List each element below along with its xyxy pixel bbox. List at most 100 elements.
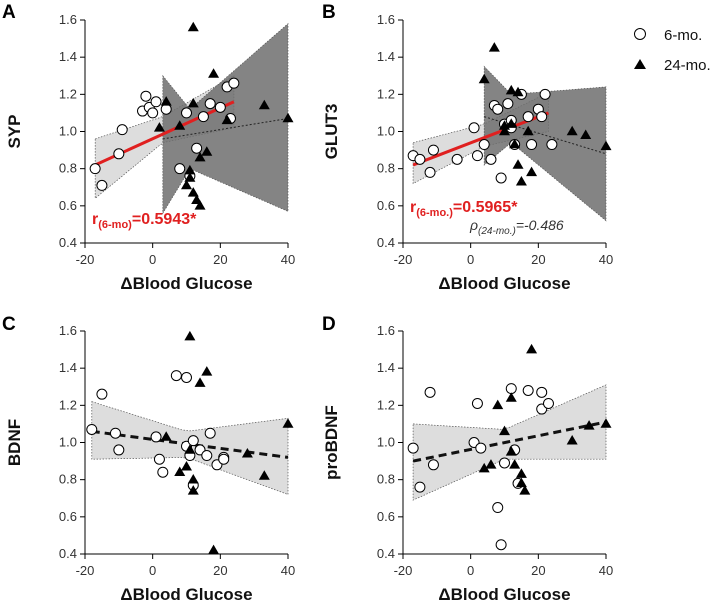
data-point-24mo bbox=[208, 544, 220, 555]
data-point-6mo bbox=[471, 397, 483, 409]
x-axis-label: ΔBlood Glucose bbox=[120, 585, 252, 604]
x-tick-label: -20 bbox=[76, 252, 95, 267]
data-point-6mo bbox=[492, 502, 504, 514]
data-point-6mo bbox=[495, 172, 507, 184]
data-point-24mo bbox=[583, 420, 595, 430]
data-point-6mo bbox=[116, 124, 128, 136]
y-tick-label: 0.8 bbox=[377, 472, 395, 487]
data-point-24mo bbox=[174, 120, 186, 130]
data-point-6mo bbox=[468, 122, 480, 134]
correlation-annotation: r(6-mo)=0.5943* bbox=[92, 211, 197, 231]
x-tick-label: 40 bbox=[281, 563, 295, 578]
fit-line-pooled bbox=[412, 420, 607, 463]
data-point-6mo bbox=[160, 103, 172, 115]
data-point-24mo bbox=[519, 485, 531, 495]
data-point-24mo bbox=[509, 459, 521, 469]
data-point-24mo bbox=[258, 99, 270, 110]
panel-A: 0.4 0.6 0.8 1.0 1.2 1.4 1.6 -20 0 20 40 SYP ΔBlood G… bbox=[2, 2, 295, 293]
data-point-24mo bbox=[184, 164, 196, 175]
data-point-24mo bbox=[522, 125, 534, 136]
data-point-24mo bbox=[488, 42, 500, 52]
legend-label-24mo: 24-mo. bbox=[664, 57, 711, 74]
data-point-6mo bbox=[427, 459, 439, 471]
data-point-24mo bbox=[153, 122, 165, 132]
data-point-6mo bbox=[536, 386, 548, 398]
y-tick-label: 0.8 bbox=[59, 472, 77, 487]
data-point-24mo bbox=[184, 330, 196, 341]
y-tick-label: 1.4 bbox=[59, 49, 77, 64]
data-point-6mo bbox=[147, 107, 159, 119]
data-point-6mo bbox=[187, 435, 199, 447]
y-tick-label: 1.6 bbox=[377, 323, 395, 338]
y-tick-label: 1.2 bbox=[59, 86, 77, 101]
data-point-24mo bbox=[505, 392, 517, 402]
y-tick-label: 0.4 bbox=[59, 235, 77, 250]
data-point-6mo bbox=[505, 383, 517, 395]
data-point-6mo bbox=[407, 442, 419, 454]
data-point-6mo bbox=[451, 153, 463, 165]
y-tick-label: 0.8 bbox=[377, 161, 395, 176]
data-point-6mo bbox=[478, 139, 490, 151]
data-point-6mo bbox=[181, 107, 192, 119]
y-tick-label: 1.4 bbox=[59, 360, 77, 375]
data-point-24mo bbox=[187, 485, 199, 495]
data-point-24mo bbox=[509, 138, 521, 149]
x-tick-label: 0 bbox=[467, 563, 474, 578]
panel-B: 0.4 0.6 0.8 1.0 1.2 1.4 1.6 -20 0 20 40 GLUT3 ΔBlood… bbox=[322, 2, 613, 293]
data-point-6mo bbox=[109, 427, 121, 439]
y-tick-label: 1.0 bbox=[377, 124, 395, 139]
data-point-6mo bbox=[191, 142, 203, 154]
data-point-24mo bbox=[515, 468, 527, 478]
data-point-24mo bbox=[194, 200, 206, 210]
spearman-annotation: ρ(24-mo.)=-0.486 bbox=[469, 217, 564, 237]
data-point-24mo bbox=[181, 179, 192, 190]
data-point-6mo bbox=[522, 384, 534, 396]
x-tick-label: 0 bbox=[149, 252, 156, 267]
data-point-6mo bbox=[150, 96, 162, 108]
data-point-24mo bbox=[194, 377, 206, 387]
y-tick-label: 0.4 bbox=[377, 235, 395, 250]
y-tick-label: 1.2 bbox=[377, 397, 395, 412]
x-axis-label: ΔBlood Glucose bbox=[438, 585, 570, 604]
panel-label: B bbox=[322, 2, 336, 23]
data-point-6mo bbox=[228, 77, 240, 89]
data-point-24mo bbox=[499, 425, 510, 436]
x-tick-label: 0 bbox=[149, 563, 156, 578]
data-point-6mo bbox=[96, 388, 108, 400]
panel-label: A bbox=[2, 2, 16, 23]
data-point-24mo bbox=[201, 146, 213, 156]
data-point-24mo bbox=[505, 446, 517, 456]
panel-C: 0.4 0.6 0.8 1.0 1.2 1.4 1.6 -20 0 20 40 BDNF ΔBlood … bbox=[2, 314, 295, 604]
data-point-6mo bbox=[153, 453, 165, 465]
panel-label: D bbox=[322, 314, 336, 335]
data-point-6mo bbox=[522, 111, 534, 123]
data-point-6mo bbox=[536, 111, 548, 123]
y-axis-label: GLUT3 bbox=[322, 104, 341, 160]
data-point-6mo bbox=[113, 148, 125, 160]
data-point-6mo bbox=[526, 139, 538, 151]
data-point-6mo bbox=[502, 98, 514, 110]
legend-marker-6mo bbox=[634, 28, 646, 40]
data-point-24mo bbox=[515, 477, 527, 488]
data-point-6mo bbox=[218, 453, 230, 465]
data-point-6mo bbox=[96, 179, 108, 191]
data-point-6mo bbox=[204, 427, 216, 439]
data-point-6mo bbox=[140, 90, 152, 102]
y-tick-label: 1.4 bbox=[377, 360, 395, 375]
data-point-24mo bbox=[600, 140, 612, 151]
x-tick-label: 40 bbox=[599, 252, 613, 267]
data-point-6mo bbox=[197, 111, 209, 123]
legend-marker-24mo bbox=[634, 59, 646, 69]
data-point-6mo bbox=[414, 481, 426, 493]
x-tick-label: 20 bbox=[531, 252, 545, 267]
y-tick-label: 1.6 bbox=[377, 12, 395, 27]
confidence-band-24mo bbox=[483, 65, 607, 222]
data-point-24mo bbox=[478, 462, 490, 473]
x-axis-label: ΔBlood Glucose bbox=[120, 274, 252, 293]
data-point-6mo bbox=[170, 370, 182, 382]
fit-line-24mo bbox=[162, 117, 289, 140]
data-point-6mo bbox=[495, 539, 507, 551]
x-tick-label: 40 bbox=[599, 563, 613, 578]
x-tick-label: 20 bbox=[213, 252, 227, 267]
data-point-6mo bbox=[157, 466, 169, 478]
